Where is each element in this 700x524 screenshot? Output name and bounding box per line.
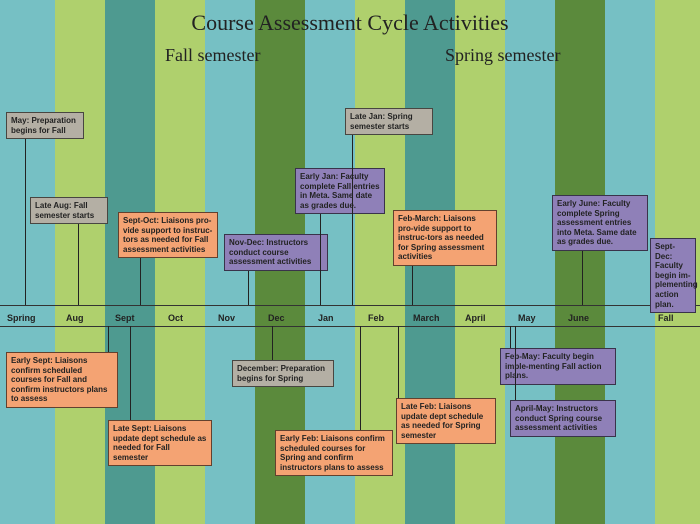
page-title: Course Assessment Cycle Activities [0,10,700,36]
timeline-note: May: Preparation begins for Fall [6,112,84,139]
note-connector [412,266,413,305]
tick-label: Fall [658,313,674,323]
timeline-note: Early June: Faculty complete Spring asse… [552,195,648,251]
note-connector [320,214,321,305]
timeline-note: April-May: Instructors conduct Spring co… [510,400,616,437]
tick-label: May [518,313,536,323]
note-connector [360,326,361,430]
note-connector [130,326,131,420]
timeline-note: Early Jan: Faculty complete Fall entries… [295,168,385,214]
note-connector [272,326,273,360]
bg-column-12 [605,0,655,524]
timeline-note: Feb-March: Liaisons pro-vide support to … [393,210,497,266]
timeline-note: December: Preparation begins for Spring [232,360,334,387]
note-connector [78,224,79,305]
note-connector [352,135,353,305]
tick-label: Nov [218,313,235,323]
timeline-note: Sept-Dec: Faculty begin im-plementing ac… [650,238,696,313]
tick-label: Oct [168,313,183,323]
tick-label: April [465,313,486,323]
axis-line-bottom [0,326,700,327]
bg-column-0 [0,0,55,524]
tick-label: June [568,313,589,323]
timeline-note: Late Sept: Liaisons update dept schedule… [108,420,212,466]
bg-column-1 [55,0,105,524]
timeline-canvas: Course Assessment Cycle Activities Fall s… [0,0,700,524]
timeline-note: Early Feb: Liaisons confirm scheduled co… [275,430,393,476]
note-connector [398,326,399,398]
timeline-note: Nov-Dec: Instructors conduct course asse… [224,234,328,271]
timeline-note: Late Feb: Liaisons update dept schedule … [396,398,496,444]
fall-semester-label: Fall semester [165,45,260,66]
tick-label: Sept [115,313,135,323]
spring-semester-label: Spring semester [445,45,560,66]
tick-label: Spring [7,313,36,323]
timeline-note: Late Aug: Fall semester starts [30,197,108,224]
timeline-note: Feb-May: Faculty begin imple-menting Fal… [500,348,616,385]
note-connector [582,251,583,305]
note-connector [248,271,249,305]
bg-column-11 [555,0,605,524]
timeline-note: Sept-Oct: Liaisons pro-vide support to i… [118,212,218,258]
tick-label: Aug [66,313,84,323]
axis-line-top [0,305,700,306]
note-connector [515,326,516,400]
tick-label: Feb [368,313,384,323]
tick-label: Dec [268,313,285,323]
note-connector [25,139,26,305]
timeline-note: Late Jan: Spring semester starts [345,108,433,135]
note-connector [510,326,511,348]
note-connector [108,326,109,352]
tick-label: March [413,313,440,323]
bg-column-10 [505,0,555,524]
tick-label: Jan [318,313,334,323]
note-connector [140,258,141,305]
timeline-note: Early Sept: Liaisons confirm scheduled c… [6,352,118,408]
